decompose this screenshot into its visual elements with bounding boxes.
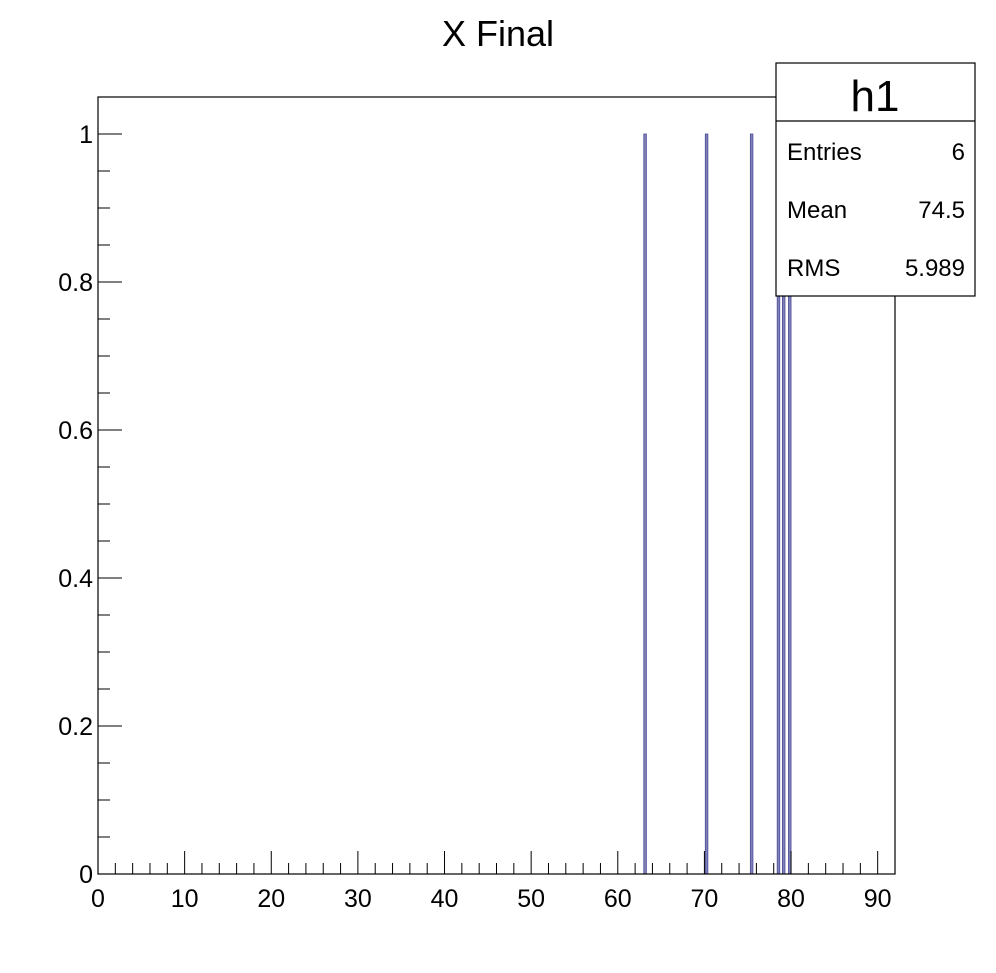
stats-box-frame xyxy=(775,62,976,297)
stats-entries-label: Entries xyxy=(787,139,862,166)
stats-box: h1 Entries 6 Mean 74.5 RMS 5.989 xyxy=(775,62,976,297)
stats-mean-value: 74.5 xyxy=(918,197,965,224)
stats-rms-label: RMS xyxy=(787,255,840,282)
chart-title: X Final xyxy=(442,13,554,54)
histogram-bar xyxy=(643,133,647,875)
stats-mean-label: Mean xyxy=(787,197,847,224)
histogram-bar xyxy=(749,133,754,875)
histogram-bar xyxy=(704,133,709,875)
x-tick-label: 80 xyxy=(777,885,805,913)
y-tick-label: 0.8 xyxy=(58,269,93,297)
stats-rms-value: 5.989 xyxy=(905,255,965,282)
y-tick-label: 1 xyxy=(79,121,93,149)
stats-title: h1 xyxy=(851,72,900,121)
y-tick-label: 0 xyxy=(79,861,93,889)
x-tick-label: 70 xyxy=(691,885,719,913)
bars-group xyxy=(643,133,792,875)
axes-group: 0 10 20 30 40 50 60 70 80 90 0 0.2 0.4 0.6 0.8 1 xyxy=(58,96,896,913)
y-tick-label: 0.2 xyxy=(58,713,93,741)
y-tick-label: 0.6 xyxy=(58,417,93,445)
x-tick-label: 10 xyxy=(171,885,199,913)
plot-frame xyxy=(97,96,896,875)
x-tick-label: 0 xyxy=(91,885,105,913)
y-tick-label: 0.4 xyxy=(58,565,93,593)
x-tick-label: 40 xyxy=(431,885,459,913)
x-tick-label: 20 xyxy=(257,885,285,913)
x-tick-label: 60 xyxy=(604,885,632,913)
x-tick-label: 50 xyxy=(517,885,545,913)
stats-entries-value: 6 xyxy=(952,139,965,166)
x-tick-label: 30 xyxy=(344,885,372,913)
x-tick-label: 90 xyxy=(864,885,892,913)
